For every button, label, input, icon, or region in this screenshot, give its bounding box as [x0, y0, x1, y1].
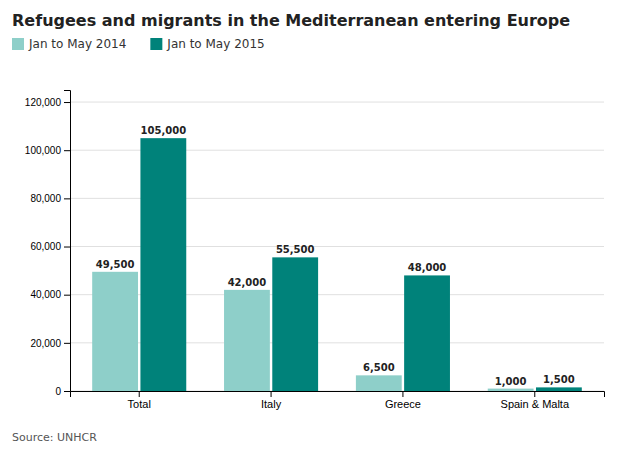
- bar: [272, 257, 318, 391]
- x-tick-label: Spain & Malta: [501, 398, 570, 410]
- y-tick-label: 0: [55, 386, 61, 397]
- x-tick-mark: [534, 391, 535, 397]
- y-tick-mark: [64, 343, 70, 344]
- chart: Refugees and migrants in the Mediterrane…: [0, 0, 624, 451]
- x-axis: Total Italy Greece Spain & Malta: [71, 391, 605, 410]
- x-tick: Italy: [261, 391, 282, 410]
- y-tick-label: 60,000: [30, 241, 61, 252]
- data-label: 55,500: [276, 244, 315, 255]
- data-label: 49,500: [96, 259, 135, 270]
- annotation: Source: UNHCR: [12, 431, 97, 444]
- data-label: 1,000: [495, 376, 527, 387]
- legend: Jan to May 2014 Jan to May 2015: [12, 37, 265, 51]
- y-tick: 100,000: [25, 145, 70, 156]
- bar: [224, 290, 270, 391]
- x-tick-label: Italy: [261, 398, 282, 410]
- x-tick: Greece: [385, 391, 421, 410]
- x-tick-mark: [402, 391, 403, 397]
- bar: [536, 387, 582, 391]
- y-tick: 20,000: [30, 338, 70, 349]
- grid-line: [70, 102, 604, 103]
- y-tick: 80,000: [30, 193, 70, 204]
- y-tick-mark: [64, 102, 70, 103]
- bar: [92, 272, 138, 391]
- x-tick: Spain & Malta: [501, 391, 570, 410]
- x-tick-mark: [139, 391, 140, 397]
- legend-item: Jan to May 2015: [150, 37, 264, 51]
- data-label: 42,000: [228, 277, 267, 288]
- y-tick-label: 100,000: [25, 145, 62, 156]
- legend-item: Jan to May 2014: [12, 37, 126, 51]
- y-tick-mark: [64, 198, 70, 199]
- y-tick: 120,000: [25, 97, 70, 108]
- y-tick-label: 80,000: [30, 193, 61, 204]
- y-tick-label: 20,000: [30, 338, 61, 349]
- data-label: 6,500: [363, 362, 395, 373]
- x-tick-label: Total: [128, 398, 151, 410]
- bar: [356, 375, 402, 391]
- data-label: 48,000: [408, 262, 447, 273]
- grid: [70, 102, 604, 391]
- y-tick-label: 40,000: [30, 289, 61, 300]
- y-tick: 40,000: [30, 289, 70, 300]
- y-axis-line: [64, 91, 71, 392]
- x-tick-label: Greece: [385, 398, 421, 410]
- y-tick: 0: [55, 386, 70, 397]
- bars: [92, 138, 582, 391]
- bar: [140, 138, 186, 391]
- title: Refugees and migrants in the Mediterrane…: [12, 11, 570, 30]
- data-labels: 49,500 42,000 6,500 1,000 105,000 55,500 48,00…: [96, 125, 575, 386]
- y-tick-mark: [64, 295, 70, 296]
- x-tick-mark: [271, 391, 272, 397]
- bar: [404, 275, 450, 391]
- x-tick: Total: [128, 391, 151, 410]
- y-tick-mark: [64, 150, 70, 151]
- data-label: 1,500: [543, 374, 575, 385]
- data-label: 105,000: [141, 125, 187, 136]
- y-tick: 60,000: [30, 241, 70, 252]
- legend-swatch: [150, 38, 162, 50]
- y-axis: 0 20,000 40,000 60,000 80,000 100,000 120,000: [25, 91, 71, 397]
- plot: 0 20,000 40,000 60,000 80,000 100,000 120,000 T…: [25, 91, 605, 410]
- bar: [488, 389, 534, 391]
- y-tick-label: 120,000: [25, 97, 62, 108]
- legend-label: Jan to May 2015: [166, 37, 264, 51]
- legend-label: Jan to May 2014: [28, 37, 126, 51]
- y-tick-mark: [64, 391, 70, 392]
- y-tick-mark: [64, 247, 70, 248]
- x-axis-line: [71, 392, 605, 398]
- legend-swatch: [12, 38, 24, 50]
